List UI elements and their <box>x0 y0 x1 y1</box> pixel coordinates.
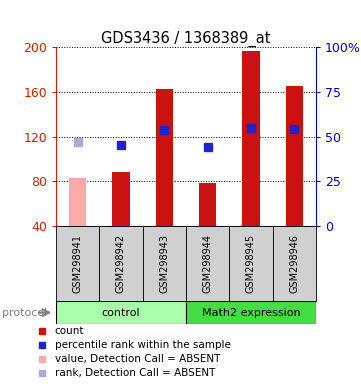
Text: protocol: protocol <box>2 308 47 318</box>
Text: GSM298946: GSM298946 <box>289 234 299 293</box>
Text: percentile rank within the sample: percentile rank within the sample <box>55 340 230 350</box>
Bar <box>229 226 273 301</box>
Bar <box>286 86 303 226</box>
Text: GSM298941: GSM298941 <box>73 234 83 293</box>
Bar <box>56 301 186 324</box>
Bar <box>273 226 316 301</box>
Text: GSM298945: GSM298945 <box>246 234 256 293</box>
Bar <box>242 51 260 226</box>
Bar <box>112 172 130 226</box>
Text: GSM298944: GSM298944 <box>203 234 213 293</box>
Text: control: control <box>102 308 140 318</box>
Text: GSM298942: GSM298942 <box>116 234 126 293</box>
Text: value, Detection Call = ABSENT: value, Detection Call = ABSENT <box>55 354 220 364</box>
Bar <box>156 89 173 226</box>
Bar <box>56 226 99 301</box>
Title: GDS3436 / 1368389_at: GDS3436 / 1368389_at <box>101 31 271 47</box>
Text: rank, Detection Call = ABSENT: rank, Detection Call = ABSENT <box>55 368 215 378</box>
Text: Math2 expression: Math2 expression <box>201 308 300 318</box>
Bar <box>186 301 316 324</box>
Bar <box>199 184 216 226</box>
Text: count: count <box>55 326 84 336</box>
Text: GSM298943: GSM298943 <box>159 234 169 293</box>
Bar <box>99 226 143 301</box>
Bar <box>69 178 86 226</box>
Bar <box>186 226 229 301</box>
Bar <box>143 226 186 301</box>
